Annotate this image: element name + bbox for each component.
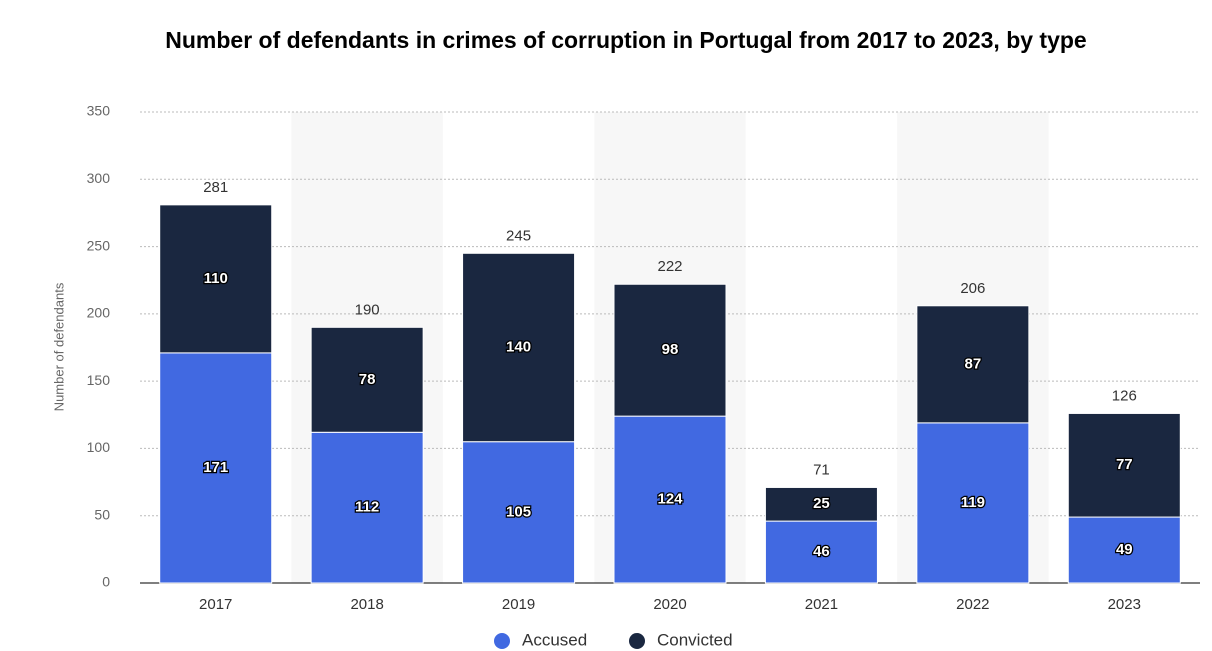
data-label: 140 [506,338,531,355]
x-tick-label: 2017 [199,596,232,613]
y-axis-label: Number of defendants [51,282,66,411]
y-tick-label: 150 [87,372,111,388]
legend-marker [629,633,645,649]
total-label: 222 [657,258,682,275]
data-label: 171 [203,459,228,476]
bar-segment [916,305,1030,424]
data-label: 98 [662,341,679,358]
bar-segment [462,252,576,443]
data-label: 87 [965,355,982,372]
y-tick-label: 200 [87,305,111,321]
data-label: 112 [355,499,379,516]
x-tick-label: 2023 [1108,596,1141,613]
data-label: 119 [961,494,985,511]
bar-segment [916,422,1030,584]
y-tick-label: 50 [94,506,110,522]
bar-segment [310,326,424,433]
data-label: 25 [813,495,830,512]
y-tick-label: 300 [87,170,111,186]
data-label: 78 [359,371,376,388]
y-tick-label: 0 [102,574,110,590]
bar-segment [764,486,878,522]
bar-segment [159,352,273,584]
total-label: 281 [203,179,228,196]
data-label: 49 [1116,541,1133,558]
data-label: 46 [813,543,830,560]
total-label: 126 [1112,387,1137,404]
y-tick-label: 250 [87,237,111,253]
total-label: 245 [506,227,531,244]
x-tick-label: 2019 [502,596,535,613]
data-label: 105 [506,503,531,520]
x-tick-label: 2020 [653,596,686,613]
total-label: 190 [355,301,380,318]
x-tick-label: 2018 [350,596,383,613]
legend-marker [494,633,510,649]
x-tick-label: 2021 [805,596,838,613]
y-tick-label: 350 [87,103,111,119]
bar-segment [613,415,727,584]
x-tick-label: 2022 [956,596,989,613]
bar-segment [310,431,424,584]
chart-title: Number of defendants in crimes of corrup… [165,27,1087,53]
data-label: 110 [204,270,228,287]
legend-label: Accused [522,630,587,649]
total-label: 206 [960,280,985,297]
bar-segment [159,204,273,354]
y-tick-label: 100 [87,439,111,455]
bar-segment [613,283,727,417]
bar-segment [1067,516,1181,584]
legend-label: Convicted [657,630,733,649]
total-label: 71 [813,461,830,478]
data-label: 124 [657,491,683,508]
data-label: 77 [1116,456,1133,473]
bar-segment [1067,412,1181,518]
